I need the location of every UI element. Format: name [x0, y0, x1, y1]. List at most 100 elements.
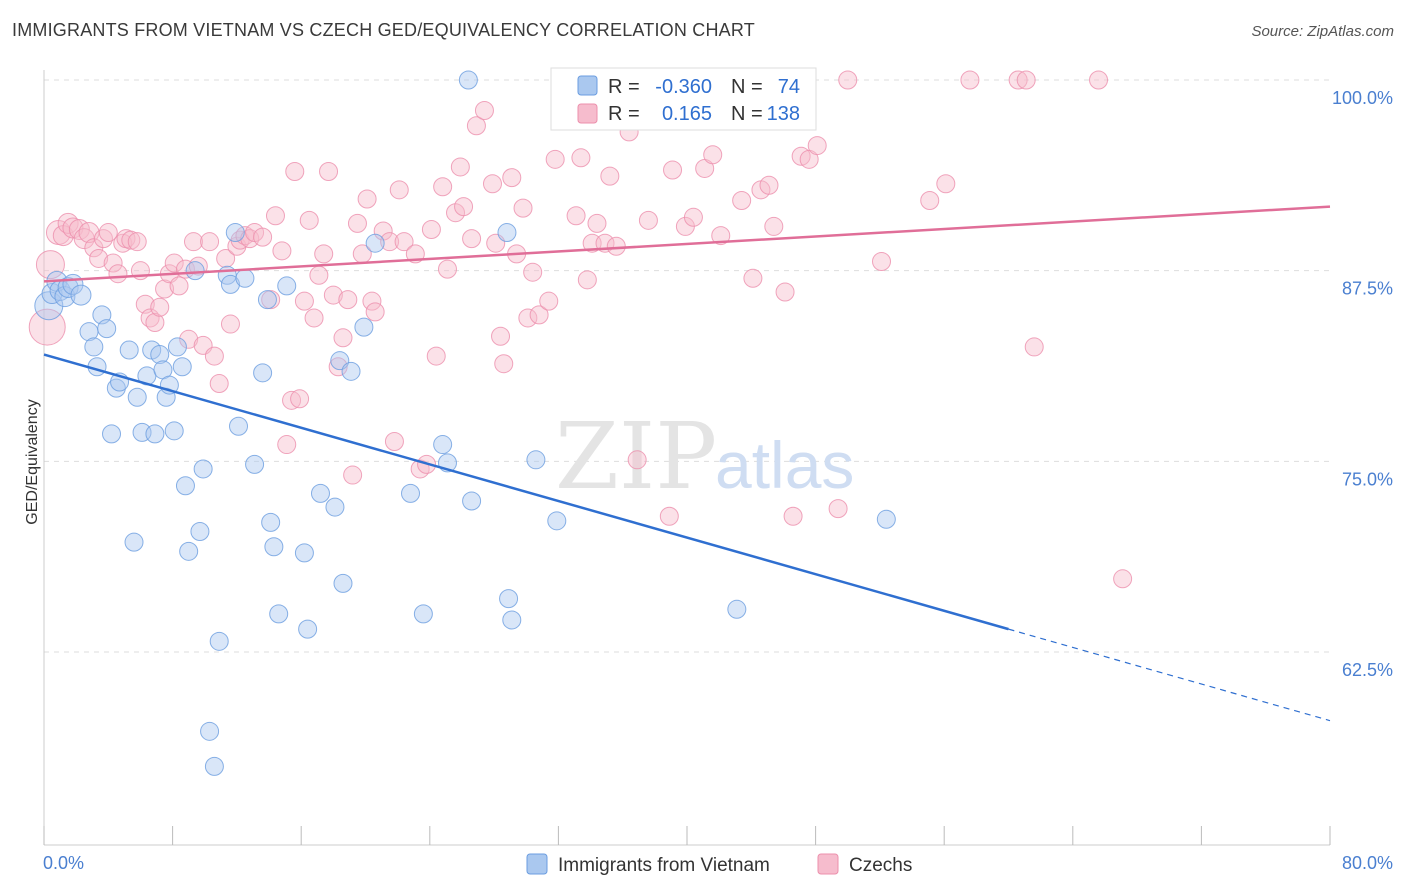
czech-point — [304, 308, 324, 328]
vietnam-point — [261, 512, 281, 532]
series-legend-vietnam: Immigrants from Vietnam — [558, 855, 770, 876]
watermark-zip: ZIP — [555, 403, 717, 510]
czech-point — [462, 229, 482, 249]
vietnam-point — [245, 454, 265, 474]
czech-point — [600, 166, 620, 186]
czech-point — [828, 499, 848, 519]
czech-point — [627, 450, 647, 470]
czech-point — [347, 213, 367, 233]
czech-point — [437, 259, 457, 279]
y-axis-label: GED/Equivalency — [24, 399, 41, 524]
czech-point — [606, 236, 626, 256]
czech-point — [380, 232, 400, 252]
vietnam-point — [499, 589, 519, 609]
czech-point — [1089, 70, 1109, 90]
legend-r-vietnam: -0.360 — [655, 76, 712, 98]
legend-n-label-vietnam: N = — [731, 76, 763, 98]
czech-point — [200, 232, 220, 252]
source-label: Source: ZipAtlas.com — [1251, 23, 1394, 40]
czech-point — [783, 506, 803, 526]
vietnam-point — [106, 378, 126, 398]
vietnam-point — [127, 387, 147, 407]
legend-r-label-vietnam: R = — [608, 76, 640, 98]
vietnam-point — [204, 756, 224, 776]
czech-point — [294, 291, 314, 311]
vietnam-point — [269, 604, 289, 624]
vietnam-point — [193, 459, 213, 479]
vietnam-point — [175, 476, 195, 496]
vietnam-point — [124, 532, 144, 552]
vietnam-point — [354, 317, 374, 337]
vietnam-point — [119, 340, 139, 360]
vietnam-point — [294, 543, 314, 563]
czech-point — [545, 149, 565, 169]
vietnam-point — [401, 483, 421, 503]
czech-point — [319, 162, 339, 182]
vietnam-point — [225, 223, 245, 243]
vietnam-point — [310, 483, 330, 503]
vietnam-point — [70, 284, 92, 306]
series-legend: Immigrants from Vietnam Czechs — [526, 853, 912, 876]
czech-point — [587, 213, 607, 233]
vietnam-point — [413, 604, 433, 624]
czech-point — [183, 232, 203, 252]
czech-point — [482, 174, 502, 194]
vietnam-trend-line — [43, 353, 1009, 631]
vietnam-point — [298, 619, 318, 639]
czech-point — [265, 206, 285, 226]
czech-point — [426, 346, 446, 366]
vietnam-point — [102, 424, 122, 444]
vietnam-point — [220, 274, 240, 294]
czech-point — [62, 217, 84, 239]
czech-point — [494, 354, 514, 374]
czech-point — [216, 248, 236, 268]
czech-point — [204, 346, 224, 366]
czech-point — [164, 253, 184, 273]
vietnam-point — [257, 290, 277, 310]
czech-point — [384, 432, 404, 452]
czech-point — [103, 253, 123, 273]
czech-point — [299, 210, 319, 230]
czech-point — [338, 290, 358, 310]
czech-point — [577, 270, 597, 290]
legend-r-czech: 0.165 — [662, 103, 712, 125]
czech-point — [169, 276, 189, 296]
vietnam-point — [502, 610, 522, 630]
czech-point — [150, 297, 170, 317]
legend-n-label-czech: N = — [731, 103, 763, 125]
y-tick-labels: 62.5% 75.0% 87.5% 100.0% — [1332, 88, 1393, 680]
czech-point — [357, 189, 377, 209]
czech-point — [155, 279, 175, 299]
czech-point — [179, 329, 199, 349]
vietnam-point — [277, 276, 297, 296]
czech-point — [502, 168, 522, 188]
czech-point — [433, 177, 453, 197]
czech-point — [529, 305, 549, 325]
vietnam-point — [365, 233, 385, 253]
vietnam-point — [433, 435, 453, 455]
x-tick-marks — [43, 826, 1331, 845]
y-tick-label: 75.0% — [1342, 469, 1393, 489]
czech-point — [323, 285, 343, 305]
stats-legend: R = -0.360 N = 74 R = 0.165 N = 138 — [550, 67, 817, 131]
vietnam-point — [229, 416, 249, 436]
vietnam-point — [84, 337, 104, 357]
czech-point — [314, 244, 334, 264]
vietnam-points — [34, 70, 896, 776]
czech-point — [743, 268, 763, 288]
watermark: ZIP atlas — [555, 403, 854, 510]
czech-point — [872, 252, 892, 272]
czech-trend-line — [43, 205, 1331, 283]
vietnam-trend-extension — [1008, 628, 1331, 722]
watermark-atlas: atlas — [715, 428, 854, 502]
czech-point — [365, 302, 385, 322]
czech-point — [659, 506, 679, 526]
vietnam-point — [150, 345, 170, 365]
vietnam-point — [145, 424, 165, 444]
czech-point — [523, 262, 543, 282]
legend-swatch-czech — [577, 103, 598, 124]
czech-point — [145, 313, 165, 333]
czech-point — [1024, 337, 1044, 357]
czech-point — [454, 197, 474, 217]
y-tick-label: 87.5% — [1342, 279, 1393, 299]
